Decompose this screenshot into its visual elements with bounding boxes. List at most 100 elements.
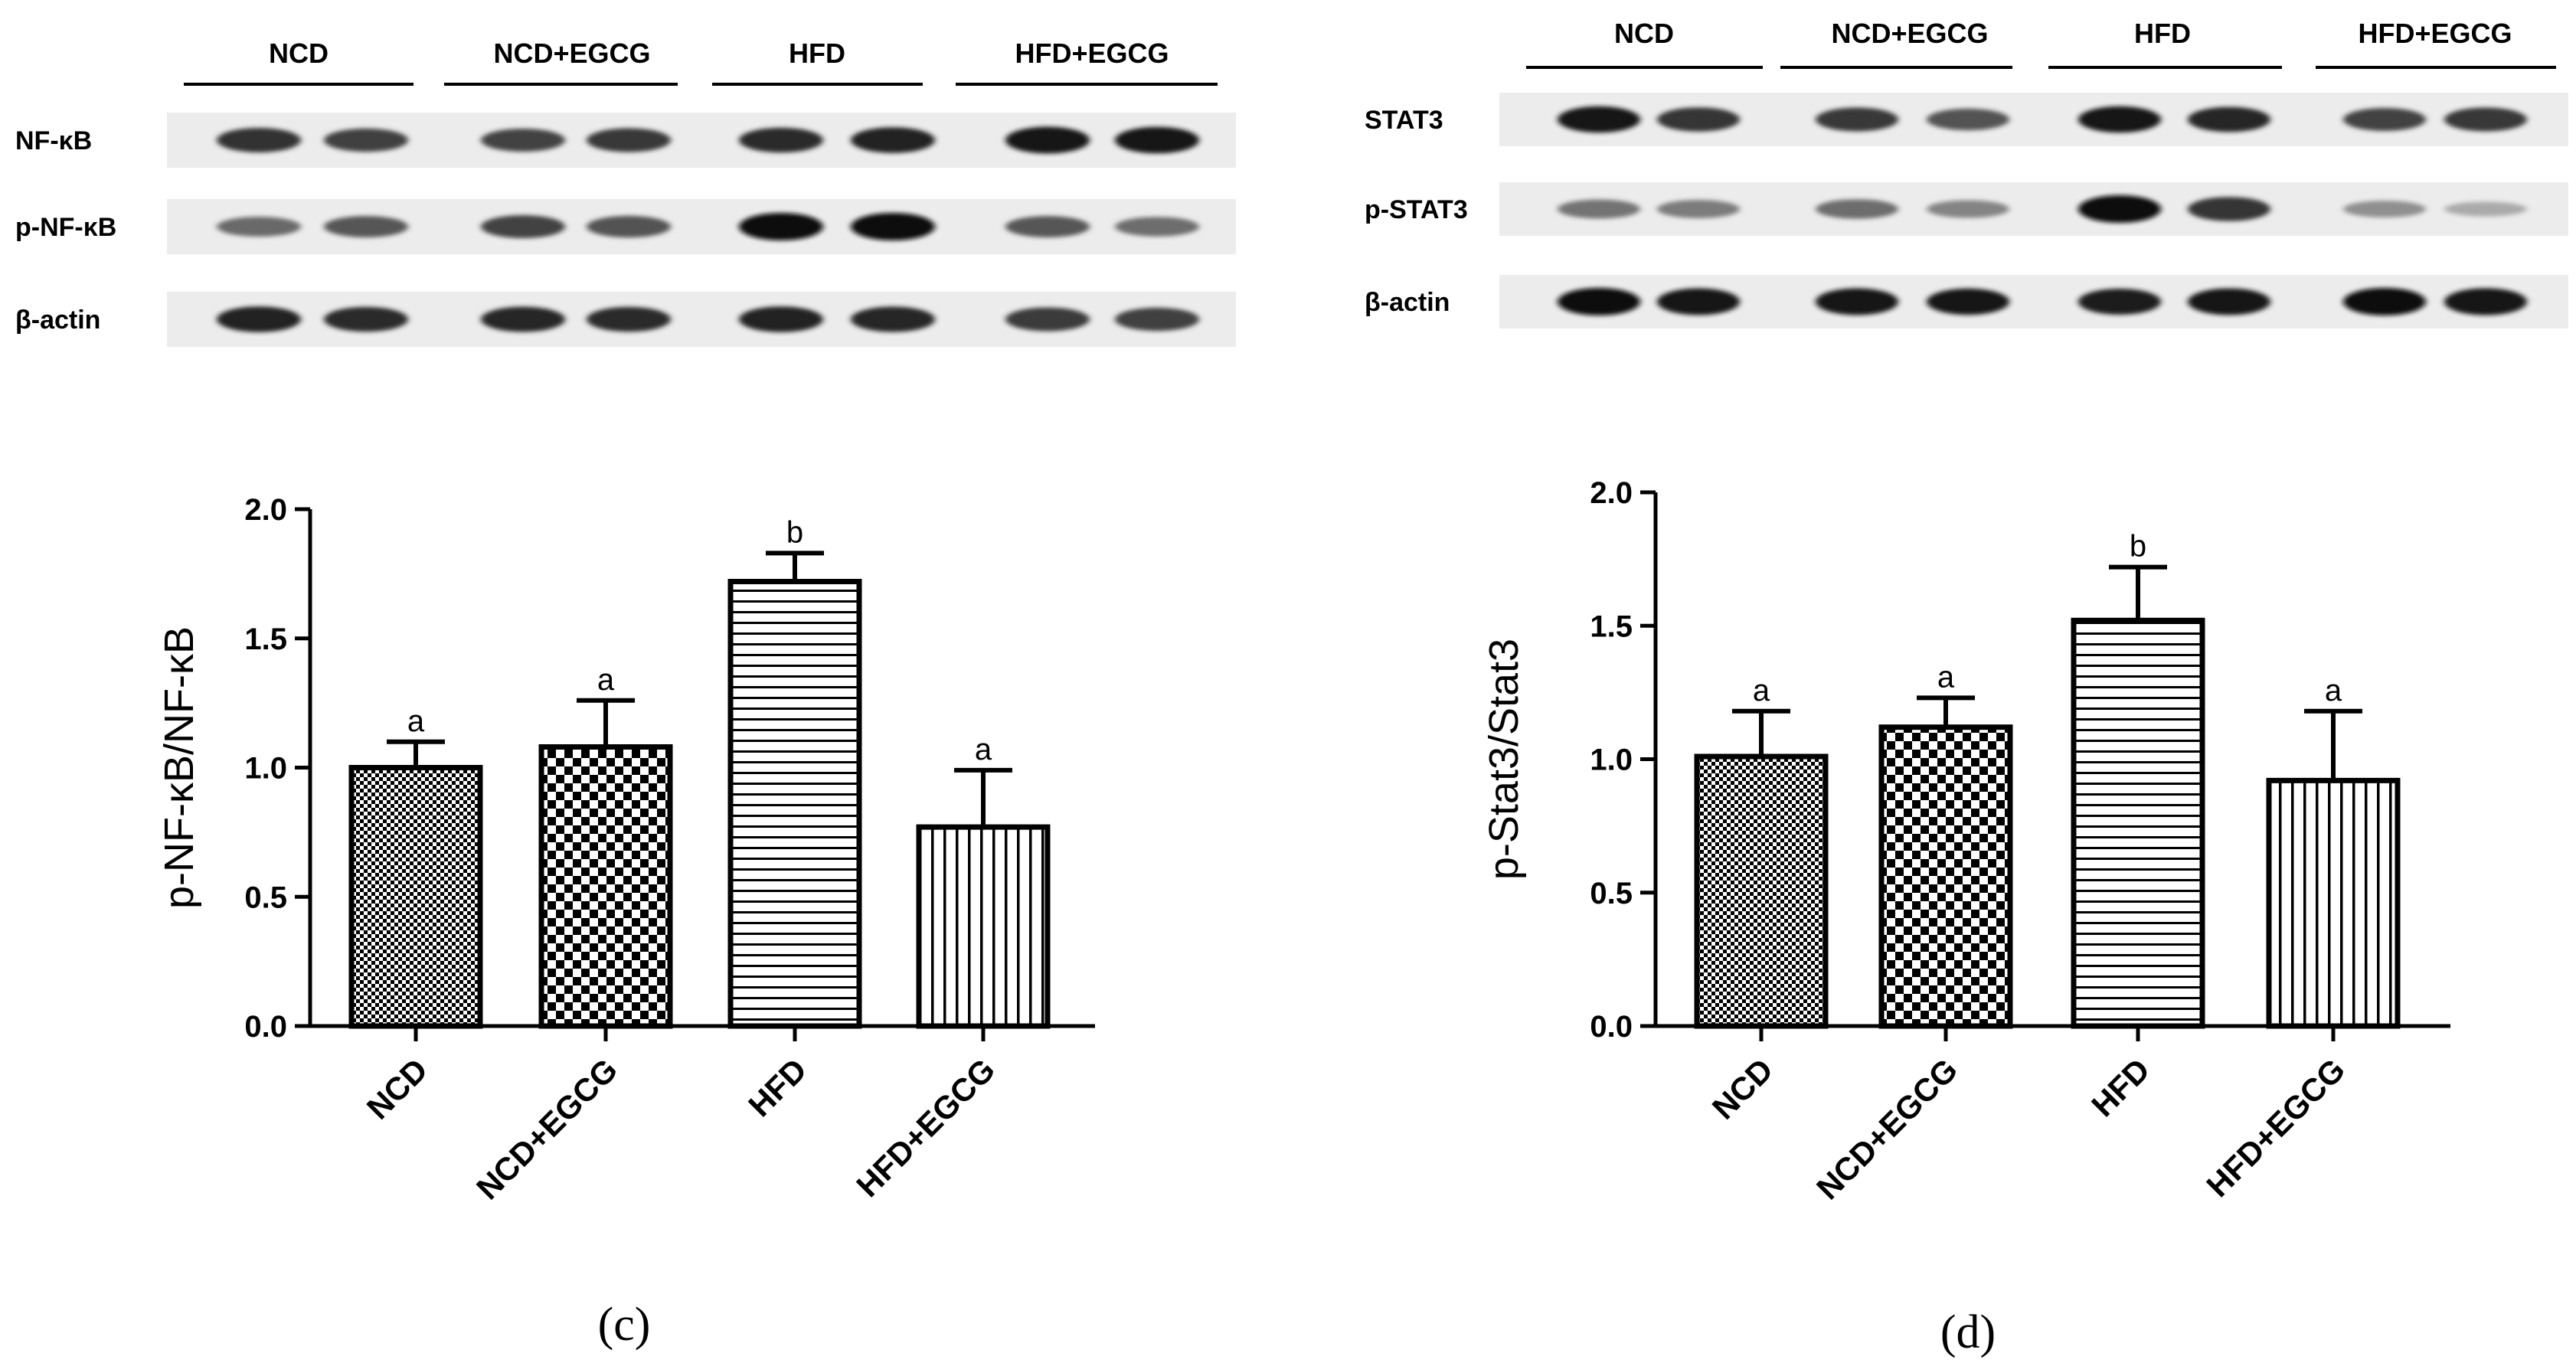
blot-band [481,306,565,332]
blot-band [217,217,301,237]
category-label: NCD [360,1051,435,1126]
blot-band [481,129,565,152]
y-axis-label: p-NF-κB/NF-κB [156,626,202,909]
blot-band [739,127,823,153]
blot-band [2078,289,2161,315]
y-tick-label: 1.0 [244,752,287,786]
significance-label: a [407,704,425,738]
blot-row-label: p-NF-κB [15,213,116,242]
blot-band [739,306,823,332]
blot-row-label: β-actin [1365,288,1450,317]
western-blot-d: NCD NCD+EGCG HFD HFD+EGCG STAT3 p-STAT3 β-acti… [1365,18,2568,328]
blot-band [1558,199,1640,219]
blot-band [739,213,823,240]
y-tick-label: 1.5 [244,623,287,656]
lane-group-label: NCD+EGCG [1831,18,1988,49]
blot-band [1115,307,1199,332]
bar [916,824,1051,1029]
blot-band [1657,200,1740,218]
y-tick-label: 0.5 [244,881,287,914]
lane-group-label: NCD [1614,18,1674,49]
blot-band [851,306,935,332]
significance-label: b [2130,530,2146,564]
blot-band [851,127,935,153]
blot-row-label: p-STAT3 [1365,195,1468,224]
blot-band [2444,201,2527,217]
blot-band [1115,126,1199,154]
significance-label: a [2325,674,2342,708]
significance-label: a [1753,674,1770,708]
blot-band [1816,288,1898,315]
y-tick-label: 1.5 [1590,609,1633,643]
category-label: HFD+EGCG [2199,1051,2352,1204]
panel-c: NCD NCD+EGCG HFD HFD+EGCG NF-κB p-NF-κB β-acti… [15,38,1236,1351]
lane-group-label: HFD [789,38,845,69]
blot-band [2343,201,2426,217]
category-label: NCD+EGCG [469,1051,624,1206]
blot-band [2343,108,2426,131]
blot-row-label: NF-κB [15,126,92,155]
blot-row-label: STAT3 [1365,106,1443,135]
significance-label: b [786,515,803,549]
blot-band [481,215,565,238]
y-tick-label: 2.0 [1590,476,1633,510]
blot-band [2343,288,2426,315]
blot-band [1005,216,1090,237]
blot-band [1657,288,1740,315]
bar [2266,777,2401,1029]
lane-group-label: NCD+EGCG [493,38,650,69]
blot-band [217,128,301,152]
y-tick-label: 2.0 [244,493,287,527]
bar [2071,617,2205,1029]
panel-caption-d: (d) [1940,1306,1996,1358]
category-label: HFD+EGCG [849,1051,1002,1204]
blot-band [1558,106,1640,133]
blot-band [2188,197,2270,221]
blot-band [1558,288,1640,315]
significance-label: a [975,733,992,766]
lane-group-label: HFD+EGCG [2358,18,2512,49]
y-axis-label: p-Stat3/Stat3 [1481,639,1527,880]
panel-caption-c: (c) [598,1299,651,1351]
blot-band [587,215,671,238]
blot-band [2188,106,2270,132]
lane-group-label: NCD [269,38,329,69]
blot-band [1927,200,2009,218]
blot-band [1657,107,1740,132]
blot-band [2078,106,2161,133]
y-tick-label: 0.0 [244,1010,287,1044]
blot-band [2444,288,2527,315]
bar-chart-d: 0.0 0.5 1.0 1.5 2.0 p-Stat3/Stat3 a NCD a NCD+EGC… [1481,476,2450,1207]
lane-group-label: HFD [2134,18,2191,49]
blot-band [1927,108,2009,131]
category-label: NCD [1705,1051,1780,1126]
bar [348,765,483,1029]
blot-band [1816,199,1898,219]
blot-band [324,306,408,332]
panel-d: NCD NCD+EGCG HFD HFD+EGCG STAT3 p-STAT3 β-acti… [1365,18,2568,1358]
blot-band [324,216,408,237]
blot-band [587,128,671,152]
blot-band [587,306,671,332]
y-tick-label: 0.0 [1590,1010,1633,1044]
blot-band [2078,195,2161,223]
significance-label: a [1937,660,1955,694]
blot-band [1816,107,1898,132]
blot-band [324,128,408,152]
blot-band [1927,288,2009,315]
blot-band [1005,307,1090,332]
blot-band [2188,288,2270,315]
western-blot-c: NCD NCD+EGCG HFD HFD+EGCG NF-κB p-NF-κB β-acti… [15,38,1236,347]
lane-group-label: HFD+EGCG [1015,38,1169,69]
bar [538,744,673,1029]
blot-band [1005,126,1090,154]
blot-band [2444,107,2527,132]
category-label: HFD [2084,1051,2156,1123]
category-label: HFD [741,1051,813,1123]
y-tick-label: 1.0 [1590,743,1633,777]
bar [727,579,862,1029]
significance-label: a [597,663,615,697]
bar [1694,753,1829,1029]
blot-band [1115,217,1199,237]
